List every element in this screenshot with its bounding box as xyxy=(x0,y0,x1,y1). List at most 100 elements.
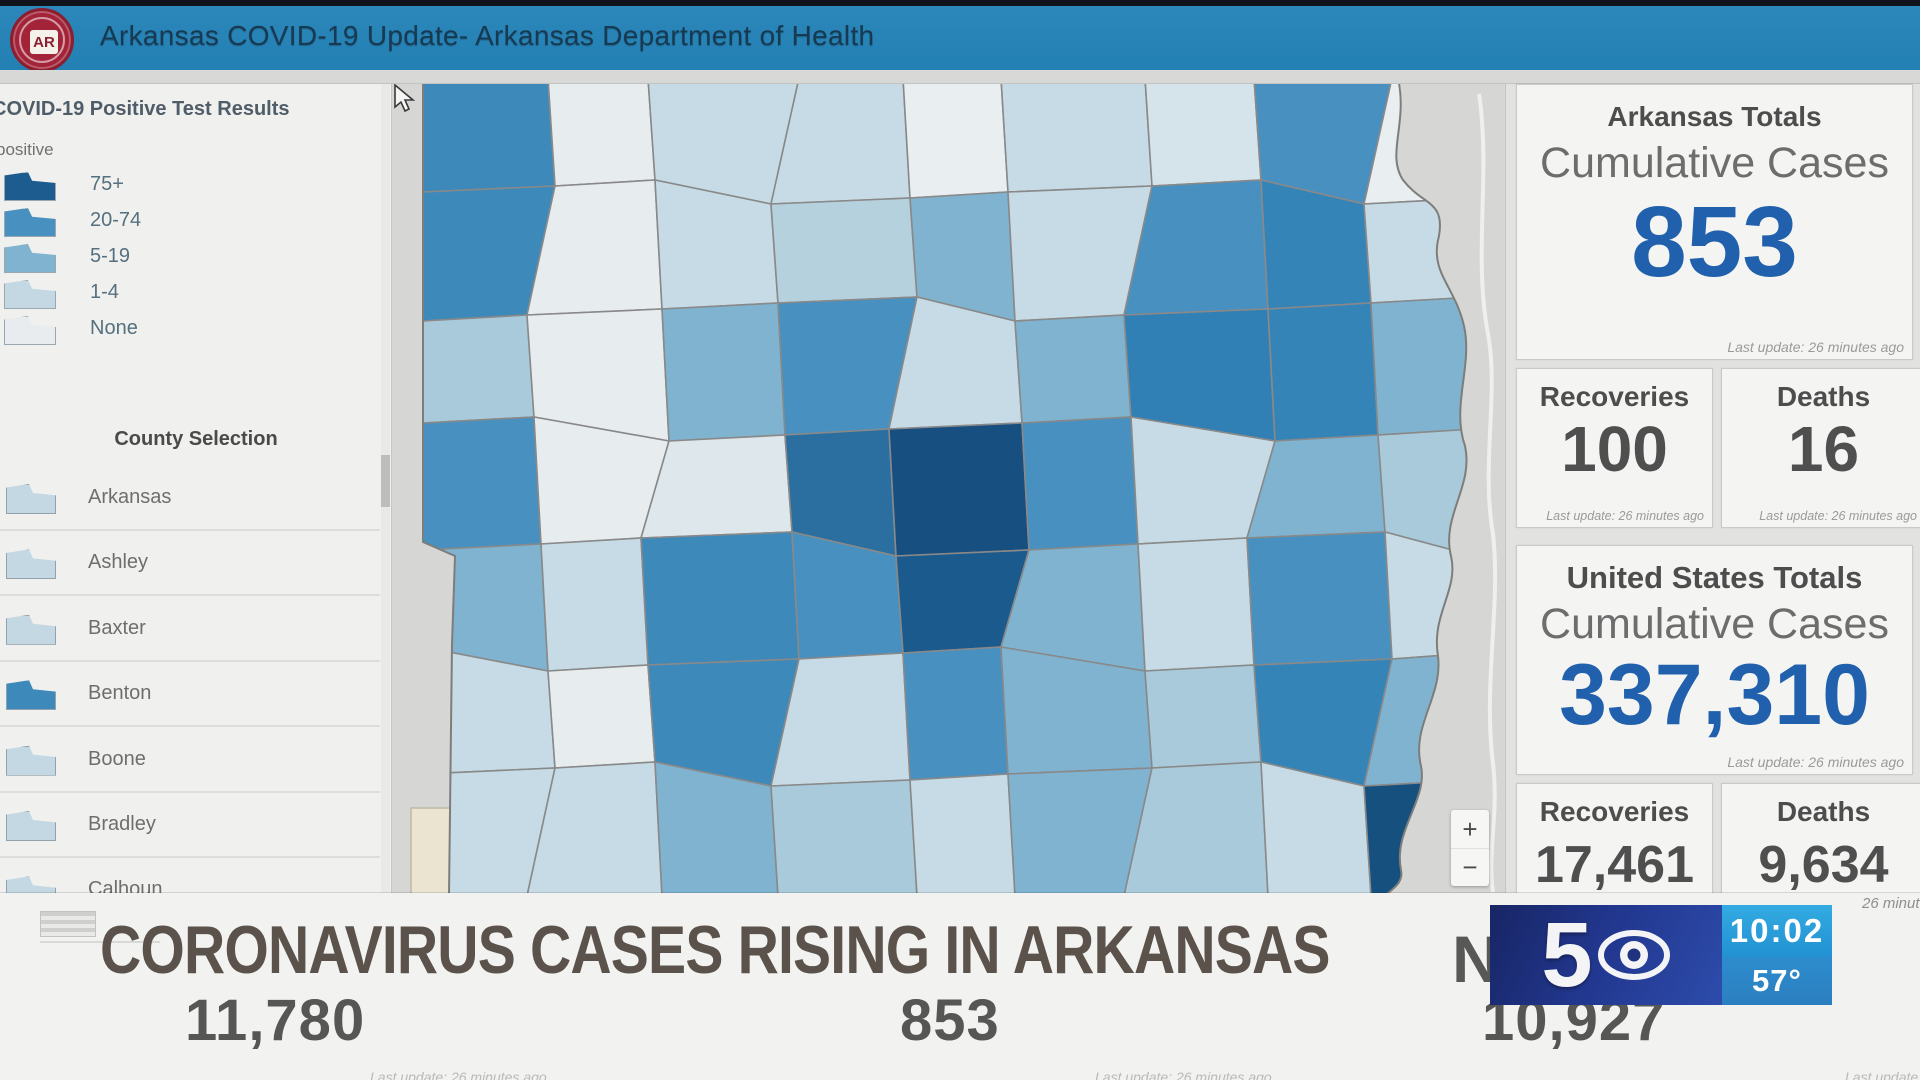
county-shape-icon xyxy=(6,484,56,514)
legend-label: 1-4 xyxy=(90,281,119,303)
zoom-in-button[interactable]: + xyxy=(1462,813,1478,844)
county-cell-r3c4[interactable] xyxy=(888,422,1030,557)
choropleth-map[interactable]: + − xyxy=(393,84,1505,893)
county-cell-r6c4[interactable] xyxy=(909,773,1016,893)
county-cell-r5c6[interactable] xyxy=(1144,664,1262,769)
county-name: Arkansas xyxy=(88,486,172,508)
legend-item-5-19: 5-19 xyxy=(0,242,391,276)
county-cell-r2c8[interactable] xyxy=(1370,296,1475,436)
mississippi-river-line xyxy=(1477,93,1498,893)
county-cell-r6c1[interactable] xyxy=(526,761,663,893)
county-row-calhoun[interactable]: Calhoun xyxy=(0,858,380,893)
last-update-label: Last update: 26 minutes ago xyxy=(1727,339,1904,355)
legend-item-1-4: 1-4 xyxy=(0,278,391,312)
legend-swatch xyxy=(4,244,56,273)
county-shape-icon xyxy=(6,549,56,580)
legend-label: 5-19 xyxy=(90,245,131,267)
county-row-arkansas[interactable]: Arkansas xyxy=(0,466,380,531)
card-title: Arkansas Totals xyxy=(1607,101,1822,132)
legend-item-None: None xyxy=(0,314,391,348)
county-cell-r6c7[interactable] xyxy=(1260,760,1372,893)
county-cell-r6c6[interactable] xyxy=(1123,761,1269,893)
us-recoveries-value: 17,461 xyxy=(1534,836,1695,894)
legend-swatch xyxy=(4,316,56,345)
clipped-last-update-fragment-1: Last update: 26 minutes ago xyxy=(1095,1069,1272,1080)
county-cell-r0c6[interactable] xyxy=(1144,84,1262,187)
county-cell-r6c5[interactable] xyxy=(1007,767,1154,893)
card-title: United States Totals xyxy=(1566,560,1863,595)
news-lower-third-banner: 26 minutes ago CORONAVIRUS CASES RISING … xyxy=(0,893,1920,1080)
left-sidebar: COVID-19 Positive Test Results positive … xyxy=(0,84,392,893)
app-header: AR Arkansas COVID-19 Update- Arkansas De… xyxy=(0,6,1920,72)
county-cell-r3c0[interactable] xyxy=(423,416,542,551)
sidebar-panel-title: COVID-19 Positive Test Results xyxy=(0,98,290,120)
county-cell-r2c7[interactable] xyxy=(1267,302,1379,442)
county-row-benton[interactable]: Benton xyxy=(0,662,380,728)
county-cell-r2c2[interactable] xyxy=(661,302,786,442)
county-cell-r0c4[interactable] xyxy=(902,84,1009,199)
zoom-out-button[interactable]: − xyxy=(1451,848,1489,886)
county-cell-r6c3[interactable] xyxy=(770,779,918,893)
county-shape-icon xyxy=(6,745,56,776)
last-update-label: Last update: 26 minutes ago xyxy=(1546,509,1704,523)
county-cell-r0c0[interactable] xyxy=(423,84,556,193)
county-name: Baxter xyxy=(88,616,146,639)
county-cell-r5c4[interactable] xyxy=(902,646,1009,781)
legend-swatch xyxy=(4,280,56,309)
county-name: Benton xyxy=(88,682,152,705)
dashboard-fragment-line xyxy=(40,941,160,943)
card-title: Deaths xyxy=(1776,796,1871,827)
county-cell-r2c0[interactable] xyxy=(423,314,535,424)
card-title: Deaths xyxy=(1776,381,1871,412)
last-update-label: Last update: 26 minutes ago xyxy=(1759,509,1917,523)
county-cell-r4c2[interactable] xyxy=(640,531,800,666)
county-cell-r4c6[interactable] xyxy=(1137,537,1255,672)
clipped-last-update-fragment-0: Last update: 26 minutes ago xyxy=(370,1069,547,1080)
legend-item-20-74: 20-74 xyxy=(0,206,391,240)
county-row-boone[interactable]: Boone xyxy=(0,728,380,793)
county-row-baxter[interactable]: Baxter xyxy=(0,597,380,662)
arkansas-deaths-card: Deaths 16 Last update: 26 minutes ago xyxy=(1721,368,1920,528)
legend-label: 75+ xyxy=(90,173,124,195)
legend-group-label: positive xyxy=(0,140,54,159)
county-cell-r0c5[interactable] xyxy=(1000,84,1153,193)
arkansas-cumulative-cases-value: 853 xyxy=(1631,186,1798,298)
clock-time: 10:02 xyxy=(1722,905,1832,957)
county-layer[interactable] xyxy=(423,84,1475,893)
top-letterbox-strip xyxy=(0,0,1920,6)
last-update-fragment: 26 minutes ago xyxy=(1862,895,1920,912)
county-cell-r4c1[interactable] xyxy=(540,537,649,672)
county-shape-icon xyxy=(6,811,56,841)
time-temperature-bug: 10:02 57° xyxy=(1722,905,1832,1005)
page-title: Arkansas COVID-19 Update- Arkansas Depar… xyxy=(100,20,875,51)
county-cell-r2c5[interactable] xyxy=(1014,314,1132,424)
county-cell-r5c1[interactable] xyxy=(547,664,656,769)
dashboard-fragment-widget xyxy=(40,911,96,937)
card-subtitle: Cumulative Cases xyxy=(1540,600,1889,648)
arkansas-county-map-svg[interactable] xyxy=(393,84,1505,893)
county-cell-r3c5[interactable] xyxy=(1021,416,1139,551)
mouse-cursor xyxy=(394,84,416,113)
county-cell-r4c7[interactable] xyxy=(1246,531,1393,666)
county-shape-icon xyxy=(6,614,56,645)
arkansas-health-logo: AR xyxy=(10,8,74,72)
county-cell-r6c0[interactable] xyxy=(423,767,557,893)
news-headline: CORONAVIRUS CASES RISING IN ARKANSAS xyxy=(100,912,1331,988)
county-row-bradley[interactable]: Bradley xyxy=(0,793,380,858)
channel5-logo: 5 xyxy=(1490,905,1722,1005)
county-row-ashley[interactable]: Ashley xyxy=(0,531,380,597)
us-totals-card: United States Totals Cumulative Cases 33… xyxy=(1516,545,1913,775)
county-cell-r0c1[interactable] xyxy=(547,84,656,187)
us-cumulative-cases-value: 337,310 xyxy=(1559,647,1870,743)
county-cell-r6c2[interactable] xyxy=(654,761,779,893)
logo-ar-monogram: AR xyxy=(30,30,58,54)
logo-ring xyxy=(19,17,65,63)
county-cell-r1c3[interactable] xyxy=(770,197,918,304)
sidebar-scrollbar-thumb[interactable] xyxy=(381,455,390,507)
legend-swatch xyxy=(4,172,56,201)
state-outline xyxy=(422,84,1468,893)
clipped-last-update-fragment-2: Last update: 26 minutes ago xyxy=(1845,1069,1920,1080)
county-name: Bradley xyxy=(88,813,156,835)
card-subtitle: Cumulative Cases xyxy=(1540,139,1889,187)
legend-label: 20-74 xyxy=(90,209,142,231)
